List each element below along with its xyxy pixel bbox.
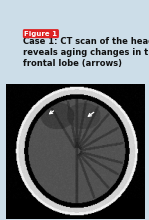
FancyBboxPatch shape [23, 91, 131, 195]
Text: Case 1: CT scan of the head: Case 1: CT scan of the head [23, 37, 149, 46]
Text: frontal lobe (arrows): frontal lobe (arrows) [23, 59, 122, 68]
Text: Figure 1: Figure 1 [24, 31, 57, 37]
Text: reveals aging changes in the: reveals aging changes in the [23, 48, 149, 57]
